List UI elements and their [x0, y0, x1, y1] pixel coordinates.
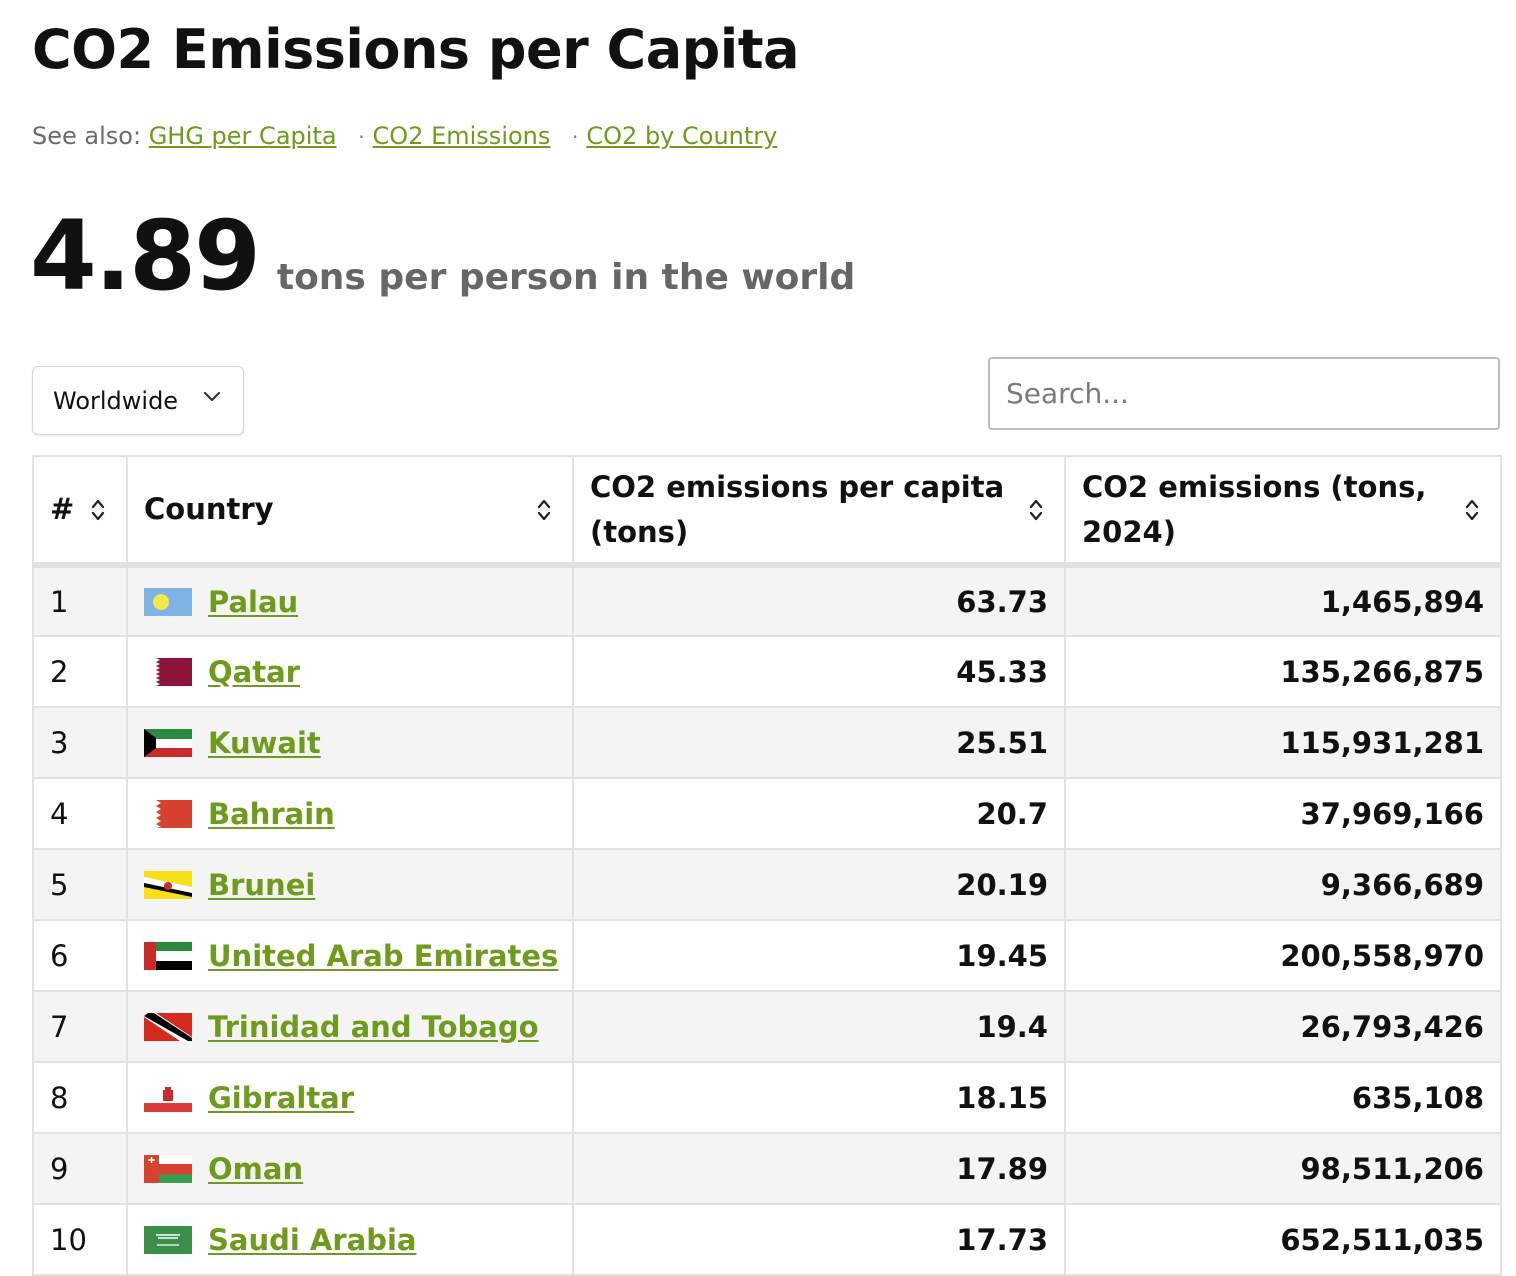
total-emissions-cell: 200,558,970: [1064, 919, 1502, 992]
saudi-arabia-flag-icon: [144, 1225, 192, 1254]
total-emissions-cell: 135,266,875: [1064, 635, 1502, 708]
search-input[interactable]: [988, 357, 1500, 430]
rank-cell: 7: [32, 990, 128, 1063]
sort-icon: [91, 499, 105, 520]
country-cell: Brunei: [126, 848, 574, 921]
per-capita-cell: 19.45: [572, 919, 1066, 992]
country-link[interactable]: Qatar: [208, 654, 300, 689]
per-capita-cell: 25.51: [572, 706, 1066, 779]
chevron-down-icon: [203, 391, 221, 402]
rank-cell: 10: [32, 1203, 128, 1276]
total-emissions-cell: 652,511,035: [1064, 1203, 1502, 1276]
country-link[interactable]: Bahrain: [208, 796, 335, 831]
rank-cell: 4: [32, 777, 128, 850]
column-header-country[interactable]: Country: [126, 455, 574, 568]
country-cell: Oman: [126, 1132, 574, 1205]
column-header-label: #: [50, 492, 75, 526]
link-co2-by-country[interactable]: CO2 by Country: [586, 122, 778, 150]
rank-cell: 8: [32, 1061, 128, 1134]
world-stat-label: tons per person in the world: [276, 257, 856, 298]
page-title: CO2 Emissions per Capita: [32, 18, 800, 81]
region-dropdown[interactable]: Worldwide: [32, 366, 244, 435]
gibraltar-flag-icon: [144, 1083, 192, 1112]
separator-dot: ·: [358, 125, 365, 149]
country-link[interactable]: United Arab Emirates: [208, 938, 559, 973]
region-dropdown-value: Worldwide: [53, 386, 179, 415]
table-row: 3 Kuwait 25.51 115,931,281: [32, 706, 1502, 779]
column-header-label: Country: [144, 492, 274, 526]
table-header-row: # Country CO2 emissions per capita (tons…: [32, 455, 1502, 568]
rank-cell: 2: [32, 635, 128, 708]
qatar-flag-icon: [156, 657, 192, 686]
country-link[interactable]: Oman: [208, 1151, 304, 1186]
per-capita-cell: 63.73: [572, 564, 1066, 637]
country-cell: Palau: [126, 564, 574, 637]
separator-dot: ·: [572, 125, 579, 149]
total-emissions-cell: 26,793,426: [1064, 990, 1502, 1063]
country-cell: Gibraltar: [126, 1061, 574, 1134]
column-header-rank[interactable]: #: [32, 455, 128, 568]
rank-cell: 1: [32, 564, 128, 637]
country-link[interactable]: Saudi Arabia: [208, 1222, 417, 1257]
table-row: 6 United Arab Emirates 19.45 200,558,970: [32, 919, 1502, 992]
world-stat-value: 4.89: [30, 200, 261, 312]
country-link[interactable]: Kuwait: [208, 725, 321, 760]
table-row: 7 Trinidad and Tobago 19.4 26,793,426: [32, 990, 1502, 1063]
column-header-total[interactable]: CO2 emissions (tons, 2024): [1064, 455, 1502, 568]
country-cell: Saudi Arabia: [126, 1203, 574, 1276]
oman-flag-icon: [144, 1154, 192, 1183]
emissions-table: # Country CO2 emissions per capita (tons…: [32, 455, 1502, 1276]
per-capita-cell: 20.7: [572, 777, 1066, 850]
table-row: 9 Oman 17.89 98,511,206: [32, 1132, 1502, 1205]
table-row: 4 Bahrain 20.7 37,969,166: [32, 777, 1502, 850]
rank-cell: 6: [32, 919, 128, 992]
country-link[interactable]: Gibraltar: [208, 1080, 355, 1115]
column-header-per-capita[interactable]: CO2 emissions per capita (tons): [572, 455, 1066, 568]
column-header-label: CO2 emissions per capita (tons): [590, 469, 1005, 549]
per-capita-cell: 18.15: [572, 1061, 1066, 1134]
country-link[interactable]: Trinidad and Tobago: [208, 1009, 539, 1044]
trinidad-flag-icon: [144, 1012, 192, 1041]
link-ghg-per-capita[interactable]: GHG per Capita: [148, 122, 337, 150]
country-cell: United Arab Emirates: [126, 919, 574, 992]
per-capita-cell: 17.73: [572, 1203, 1066, 1276]
total-emissions-cell: 37,969,166: [1064, 777, 1502, 850]
see-also-label: See also:: [32, 122, 142, 150]
table-row: 5 Brunei 20.19 9,366,689: [32, 848, 1502, 921]
palau-flag-icon: [144, 587, 192, 616]
country-cell: Qatar: [126, 635, 574, 708]
brunei-flag-icon: [144, 870, 192, 899]
sort-icon: [1465, 499, 1479, 520]
country-cell: Kuwait: [126, 706, 574, 779]
total-emissions-cell: 115,931,281: [1064, 706, 1502, 779]
world-stat: 4.89 tons per person in the world: [30, 200, 855, 312]
link-co2-emissions[interactable]: CO2 Emissions: [372, 122, 551, 150]
rank-cell: 5: [32, 848, 128, 921]
rank-cell: 3: [32, 706, 128, 779]
per-capita-cell: 19.4: [572, 990, 1066, 1063]
country-link[interactable]: Brunei: [208, 867, 316, 902]
bahrain-flag-icon: [156, 799, 192, 828]
rank-cell: 9: [32, 1132, 128, 1205]
total-emissions-cell: 1,465,894: [1064, 564, 1502, 637]
total-emissions-cell: 635,108: [1064, 1061, 1502, 1134]
per-capita-cell: 20.19: [572, 848, 1066, 921]
sort-icon: [1029, 499, 1043, 520]
see-also-links: See also: GHG per Capita · CO2 Emissions …: [32, 122, 777, 150]
table-row: 10 Saudi Arabia 17.73 652,511,035: [32, 1203, 1502, 1276]
column-header-label: CO2 emissions (tons, 2024): [1082, 469, 1427, 549]
country-link[interactable]: Palau: [208, 584, 299, 619]
table-row: 1 Palau 63.73 1,465,894: [32, 564, 1502, 637]
per-capita-cell: 17.89: [572, 1132, 1066, 1205]
country-cell: Bahrain: [126, 777, 574, 850]
total-emissions-cell: 98,511,206: [1064, 1132, 1502, 1205]
table-row: 2 Qatar 45.33 135,266,875: [32, 635, 1502, 708]
table-row: 8 Gibraltar 18.15 635,108: [32, 1061, 1502, 1134]
kuwait-flag-icon: [144, 728, 192, 757]
sort-icon: [537, 499, 551, 520]
total-emissions-cell: 9,366,689: [1064, 848, 1502, 921]
country-cell: Trinidad and Tobago: [126, 990, 574, 1063]
per-capita-cell: 45.33: [572, 635, 1066, 708]
uae-flag-icon: [144, 941, 192, 970]
